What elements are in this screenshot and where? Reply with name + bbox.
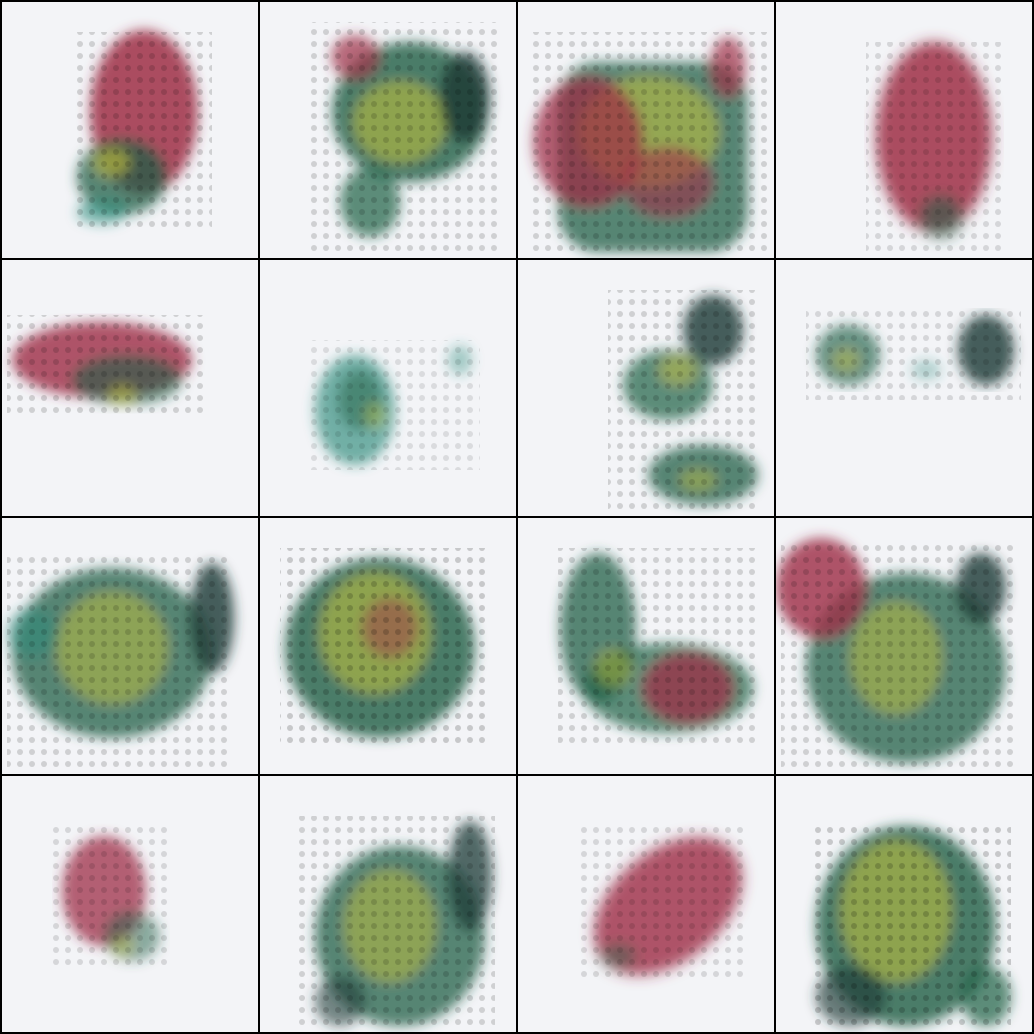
sample-tile-9 (2, 518, 258, 774)
sample-tile-13 (2, 776, 258, 1032)
sample-tile-10 (260, 518, 516, 774)
sample-tile-1 (2, 2, 258, 258)
sample-image-11 (558, 548, 758, 743)
sample-image-8 (806, 310, 1021, 400)
sample-tile-8 (776, 260, 1032, 516)
sample-tile-4 (776, 2, 1032, 258)
sample-tile-15 (518, 776, 774, 1032)
sample-tile-2 (260, 2, 516, 258)
sample-image-1 (72, 30, 212, 232)
sample-tile-5 (2, 260, 258, 516)
sample-tile-6 (260, 260, 516, 516)
sample-tile-14 (260, 776, 516, 1032)
sample-tile-3 (518, 2, 774, 258)
sample-image-3 (528, 32, 768, 257)
sample-image-10 (280, 548, 485, 748)
sample-tile-12 (776, 518, 1032, 774)
sample-image-6 (310, 340, 480, 470)
sample-tile-7 (518, 260, 774, 516)
sample-image-9 (7, 553, 234, 773)
sample-tile-11 (518, 518, 774, 774)
sample-image-5 (7, 315, 207, 415)
sample-image-7 (608, 290, 758, 515)
sample-image-15 (578, 821, 748, 981)
sample-image-12 (776, 538, 1016, 773)
sample-image-13 (52, 826, 172, 971)
sample-image-16 (811, 821, 1011, 1031)
sample-tile-16 (776, 776, 1032, 1032)
sample-image-14 (295, 816, 495, 1031)
sample-image-2 (310, 22, 500, 252)
sample-image-4 (866, 42, 1006, 252)
